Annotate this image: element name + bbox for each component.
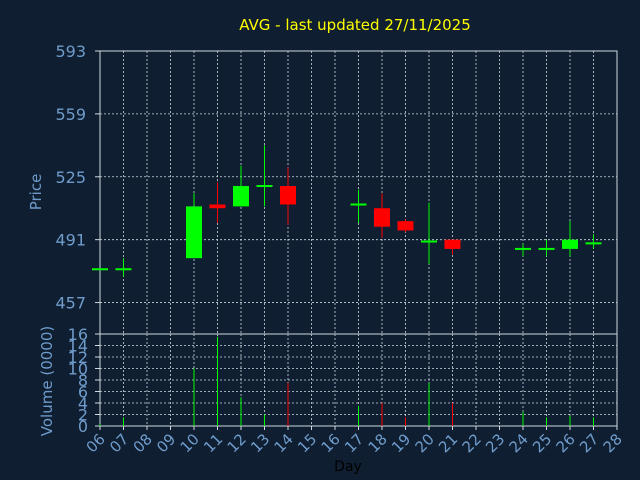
candle-body [280, 186, 296, 205]
x-tick-label: 26 [553, 430, 579, 456]
price-panel: 593 559 525 491 457 [55, 42, 618, 335]
volume-tick-label: 4 [78, 394, 88, 413]
x-tick-label: 09 [153, 430, 179, 456]
x-tick-label: 27 [576, 430, 602, 456]
price-tick-label: 491 [55, 231, 86, 250]
price-axis-label: Price [27, 174, 45, 211]
x-tick-label: 21 [435, 430, 461, 456]
x-tick-label: 22 [459, 430, 485, 456]
x-tick-label: 24 [506, 430, 532, 456]
price-tick-label: 525 [55, 168, 86, 187]
x-tick-label: 16 [318, 430, 344, 456]
x-tick-label: 10 [177, 430, 203, 456]
candle-body [233, 186, 249, 207]
price-tick-label: 593 [55, 42, 86, 61]
volume-tick-label: 2 [78, 406, 88, 425]
x-tick-label: 23 [482, 430, 508, 456]
x-tick-label: 13 [247, 430, 273, 456]
volume-tick-label: 16 [68, 325, 88, 344]
x-tick-label: 11 [200, 430, 226, 456]
x-tick-label: 18 [365, 430, 391, 456]
x-tick-label: 15 [294, 430, 320, 456]
candle-body [444, 239, 461, 249]
volume-tick-label: 14 [68, 337, 88, 356]
x-tick-label: 14 [271, 430, 297, 456]
x-tick-label: 28 [600, 430, 626, 456]
x-axis-label: Day [334, 459, 362, 475]
volume-tick-label: 10 [68, 360, 88, 379]
volume-panel: 1614121086420060708091011121314151617181… [68, 325, 626, 456]
x-tick-label: 07 [106, 430, 132, 456]
candle-body [397, 221, 414, 231]
candle-body [562, 239, 578, 249]
x-tick-label: 08 [130, 430, 156, 456]
x-tick-label: 12 [224, 430, 250, 456]
volume-tick-label: 8 [78, 371, 88, 390]
x-tick-label: 25 [529, 430, 555, 456]
volume-tick-label: 6 [78, 383, 88, 402]
x-tick-label: 19 [388, 430, 414, 456]
volume-tick-label: 0 [78, 417, 88, 436]
x-tick-label: 17 [341, 430, 367, 456]
price-tick-label: 559 [55, 105, 86, 124]
volume-axis-label: Volume (0000) [38, 326, 56, 436]
chart-title: AVG - last updated 27/11/2025 [239, 16, 471, 34]
candle-body [186, 206, 202, 259]
candle-body [209, 204, 226, 209]
volume-tick-label: 12 [68, 348, 88, 367]
price-tick-label: 457 [55, 294, 86, 313]
candle-body [374, 208, 390, 227]
x-tick-label: 20 [412, 430, 438, 456]
